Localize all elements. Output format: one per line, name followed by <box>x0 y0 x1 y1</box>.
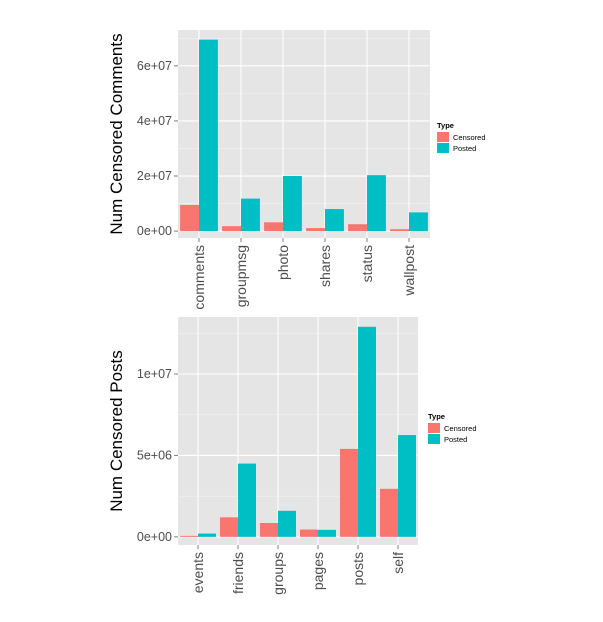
y-tick-label: 1e+07 <box>137 367 172 381</box>
comments-bar-shares-censored <box>306 228 325 232</box>
posts-legend-label-posted: Posted <box>444 435 467 444</box>
posts-bar-posts-censored <box>340 448 358 537</box>
posts-bar-posts-posted <box>358 326 376 537</box>
posts-bar-friends-posted <box>238 463 256 537</box>
posts-bar-friends-censored <box>220 517 238 537</box>
posts-bar-self-posted <box>398 435 416 537</box>
x-tick-label-groupmsg: groupmsg <box>233 245 249 307</box>
posts-legend: Type Censored Posted <box>428 412 477 444</box>
x-tick-label-shares: shares <box>317 245 333 287</box>
y-tick-label: 5e+06 <box>137 448 172 462</box>
posts-bars <box>180 326 416 537</box>
comments-bar-comments-censored <box>180 204 199 232</box>
x-tick-label-posts: posts <box>350 552 366 585</box>
comments-bar-status-posted <box>367 175 386 232</box>
posts-bar-groups-censored <box>260 523 278 537</box>
posts-bar-groups-posted <box>278 510 296 537</box>
comments-legend: Type Censored Posted <box>437 121 486 153</box>
comments-legend-title: Type <box>437 121 454 130</box>
posts-y-axis-label: Num Censored Posts <box>107 350 126 512</box>
y-tick-label: 0e+00 <box>137 530 172 544</box>
posts-y-ticks: 0e+00 5e+06 1e+07 <box>137 367 178 544</box>
y-tick-label: 2e+07 <box>137 169 172 183</box>
comments-x-ticks: comments groupmsg photo shares status wallpos… <box>191 238 417 310</box>
posts-plot-panel <box>178 317 418 545</box>
comments-bar-wallpost-censored <box>390 229 409 232</box>
x-tick-label-status: status <box>359 245 375 282</box>
posts-chart: 0e+00 5e+06 1e+07 events friends groups pages… <box>107 317 477 595</box>
posts-legend-swatch-posted <box>428 434 440 444</box>
y-tick-label: 4e+07 <box>137 114 172 128</box>
posts-bar-events-posted <box>198 533 216 537</box>
comments-legend-swatch-censored <box>437 132 449 142</box>
posts-bar-self-censored <box>380 488 398 537</box>
x-tick-label-friends: friends <box>230 552 246 594</box>
comments-y-axis-label: Num Censored Comments <box>107 33 126 234</box>
comments-bar-photo-censored <box>264 222 283 232</box>
comments-bar-photo-posted <box>283 176 302 232</box>
posts-legend-title: Type <box>428 412 445 421</box>
x-tick-label-events: events <box>190 552 206 593</box>
posts-x-ticks: events friends groups pages posts self <box>190 545 406 595</box>
comments-bar-comments-posted <box>199 39 218 232</box>
comments-bar-shares-posted <box>325 209 344 232</box>
comments-legend-label-censored: Censored <box>453 133 486 142</box>
comments-legend-swatch-posted <box>437 143 449 153</box>
comments-legend-label-posted: Posted <box>453 144 476 153</box>
comments-bar-groupmsg-censored <box>222 226 241 232</box>
comments-bar-status-censored <box>348 224 367 232</box>
comments-bar-wallpost-posted <box>409 212 428 232</box>
comments-chart: 0e+00 2e+07 4e+07 6e+07 comments groupmsg pho… <box>107 30 486 310</box>
x-tick-label-comments: comments <box>191 245 207 310</box>
posts-legend-swatch-censored <box>428 423 440 433</box>
y-tick-label: 0e+00 <box>137 224 172 238</box>
comments-y-ticks: 0e+00 2e+07 4e+07 6e+07 <box>137 59 178 238</box>
posts-bar-pages-censored <box>300 529 318 537</box>
posts-bar-pages-posted <box>318 529 336 537</box>
comments-bar-groupmsg-posted <box>241 198 260 232</box>
x-tick-label-photo: photo <box>275 245 291 280</box>
x-tick-label-wallpost: wallpost <box>401 245 417 297</box>
posts-bar-events-censored <box>180 535 198 537</box>
posts-legend-label-censored: Censored <box>444 424 477 433</box>
comments-grid <box>178 30 430 238</box>
comments-bars <box>180 39 428 232</box>
y-tick-label: 6e+07 <box>137 59 172 73</box>
x-tick-label-groups: groups <box>270 552 286 595</box>
x-tick-label-self: self <box>390 552 406 574</box>
x-tick-label-pages: pages <box>310 552 326 590</box>
